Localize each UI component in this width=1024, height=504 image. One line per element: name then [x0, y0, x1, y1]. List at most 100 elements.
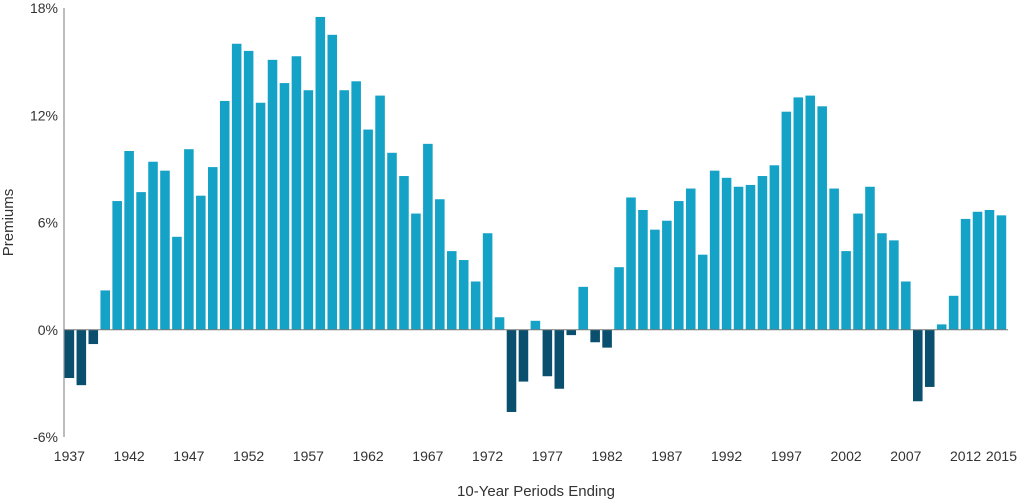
bar-1996 — [769, 165, 780, 330]
x-tick-label: 1952 — [233, 448, 264, 464]
bar-1953 — [255, 102, 266, 330]
bar-1968 — [435, 199, 445, 330]
bar-1967 — [423, 143, 433, 330]
bar-1958 — [315, 16, 326, 330]
bar-1992 — [721, 177, 732, 330]
bar-1950 — [219, 100, 230, 330]
bar-1989 — [685, 188, 696, 330]
bar-1983 — [614, 267, 624, 330]
bar-2004 — [865, 186, 875, 330]
bar-1962 — [363, 129, 373, 330]
x-tick-label: 1942 — [114, 448, 145, 464]
x-tick-label: 1987 — [651, 448, 682, 464]
bar-2012 — [960, 218, 971, 330]
bar-1977 — [542, 329, 553, 377]
bar-1945 — [160, 170, 170, 330]
y-tick-label: 12% — [30, 107, 58, 123]
bar-1988 — [674, 201, 684, 330]
bar-2015 — [996, 215, 1007, 330]
bar-2000 — [817, 106, 827, 330]
bar-1974 — [506, 329, 517, 412]
bar-1959 — [327, 34, 338, 330]
x-tick-label: 2012 — [950, 448, 981, 464]
bar-1954 — [267, 59, 278, 330]
x-tick-label: 1997 — [771, 448, 802, 464]
bar-1941 — [112, 201, 122, 330]
bar-1944 — [148, 161, 158, 330]
bar-1973 — [494, 317, 505, 330]
bar-1970 — [458, 260, 469, 330]
bar-1979 — [566, 329, 577, 336]
bar-1986 — [650, 229, 660, 330]
bar-1957 — [303, 90, 314, 330]
y-tick-label: 6% — [38, 215, 58, 231]
bar-1960 — [339, 90, 349, 330]
bar-2003 — [853, 213, 863, 330]
bar-2009 — [924, 329, 935, 387]
bar-2010 — [936, 324, 947, 330]
x-tick-label: 1992 — [711, 448, 742, 464]
y-tick-label: -6% — [33, 429, 58, 445]
x-tick-label: 1957 — [293, 448, 324, 464]
bar-1961 — [351, 81, 361, 330]
bar-1942 — [124, 151, 134, 330]
x-axis-ticks: 1937 1942 1947 1952 1957 1962 1967 1972 1977 1982… — [54, 448, 1017, 464]
bar-1981 — [590, 329, 600, 343]
bar-1997 — [781, 111, 792, 330]
bar-1939 — [88, 329, 99, 345]
bar-2005 — [877, 233, 887, 330]
bar-1949 — [207, 167, 218, 330]
bars-layer — [64, 16, 1007, 412]
bar-1995 — [757, 176, 768, 330]
bar-1955 — [279, 83, 290, 330]
bar-1940 — [100, 290, 111, 330]
bar-1965 — [399, 176, 409, 330]
bar-1948 — [196, 195, 206, 330]
x-tick-label: 1977 — [532, 448, 563, 464]
bar-1972 — [482, 233, 493, 330]
x-axis-title: 10-Year Periods Ending — [457, 483, 615, 500]
bar-1943 — [136, 192, 146, 330]
y-tick-label: 0% — [38, 322, 58, 338]
x-tick-label: 1982 — [592, 448, 623, 464]
bar-2001 — [829, 188, 839, 330]
bar-1937 — [64, 329, 75, 379]
y-axis-ticks: -6% 0% 6% 12% 18% — [30, 0, 58, 445]
bar-2014 — [984, 209, 995, 330]
y-axis-title: Premiums — [0, 189, 17, 257]
x-tick-label: 1947 — [173, 448, 204, 464]
bar-1976 — [530, 320, 541, 330]
y-tick-label: 18% — [30, 0, 58, 16]
bar-1987 — [662, 220, 672, 330]
bar-1966 — [411, 213, 421, 330]
bar-1984 — [626, 197, 636, 330]
x-tick-label: 2002 — [831, 448, 862, 464]
x-tick-label: 2015 — [986, 448, 1017, 464]
bar-1982 — [602, 329, 612, 348]
bar-1938 — [76, 329, 87, 386]
bar-1975 — [518, 329, 529, 382]
bar-2006 — [889, 240, 899, 330]
bar-2008 — [913, 329, 923, 402]
bar-1998 — [793, 97, 804, 330]
bar-1993 — [733, 186, 744, 330]
bar-1990 — [697, 254, 708, 330]
x-tick-label: 2007 — [890, 448, 921, 464]
bar-1952 — [243, 50, 254, 330]
bar-1980 — [578, 286, 588, 330]
bar-1947 — [184, 149, 194, 330]
bar-1946 — [172, 236, 182, 330]
bar-1978 — [554, 329, 565, 389]
bar-1969 — [446, 251, 457, 330]
x-tick-label: 1972 — [472, 448, 503, 464]
bar-1964 — [387, 152, 397, 330]
bar-1963 — [375, 95, 385, 330]
bar-2002 — [841, 251, 851, 330]
bar-1991 — [709, 170, 720, 330]
bar-1951 — [231, 43, 242, 330]
x-tick-label: 1967 — [412, 448, 443, 464]
bar-1985 — [638, 209, 648, 330]
bar-2013 — [972, 211, 983, 330]
